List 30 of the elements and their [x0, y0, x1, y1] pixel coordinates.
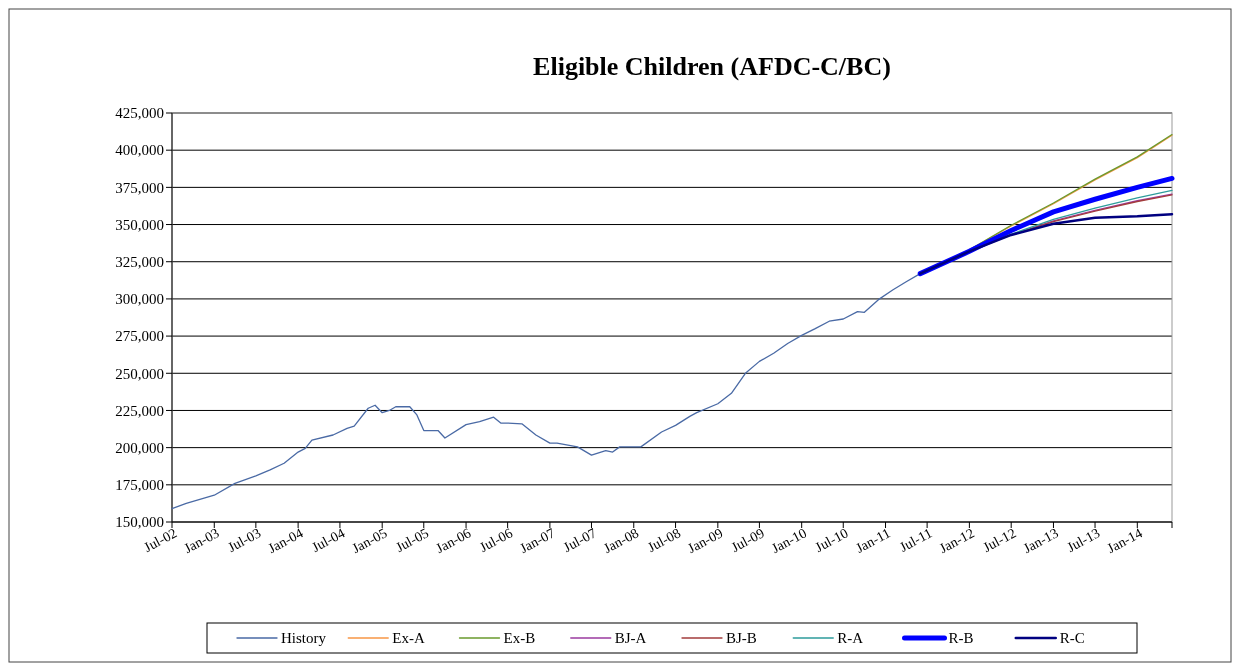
legend-label: History — [281, 630, 327, 647]
y-tick-label: 325,000 — [115, 253, 164, 270]
chart-title: Eligible Children (AFDC-C/BC) — [533, 52, 891, 81]
y-tick-label: 175,000 — [115, 477, 164, 494]
y-tick-label: 250,000 — [115, 365, 164, 382]
y-tick-label: 275,000 — [115, 328, 164, 345]
legend-label: Ex-B — [503, 630, 536, 647]
y-tick-label: 150,000 — [115, 514, 164, 531]
x-tick-label: Jul-13 — [1064, 525, 1103, 556]
x-tick-label: Jul-09 — [728, 525, 767, 556]
line-series — [918, 212, 1174, 275]
legend-label: R-A — [837, 630, 864, 647]
legend-label: Ex-A — [392, 630, 425, 647]
x-tick-label: Jul-03 — [225, 525, 264, 556]
x-tick-label: Jul-11 — [897, 525, 935, 555]
y-tick-label: 225,000 — [115, 402, 164, 419]
legend-label: BJ-A — [614, 630, 647, 647]
line-series — [171, 272, 921, 510]
legend-label: BJ-B — [726, 630, 757, 647]
legend-label: R-B — [948, 630, 974, 647]
y-tick-label: 350,000 — [115, 216, 164, 233]
legend-label: R-C — [1059, 630, 1085, 647]
y-tick-label: 425,000 — [115, 105, 164, 122]
y-tick-label: 200,000 — [115, 439, 164, 456]
y-tick-label: 300,000 — [115, 291, 164, 308]
y-tick-label: 375,000 — [115, 179, 164, 196]
x-tick-label: Jul-08 — [645, 525, 683, 556]
y-tick-label: 400,000 — [115, 142, 164, 159]
x-tick-label: Jul-10 — [812, 525, 851, 556]
x-tick-label: Jul-12 — [980, 525, 1019, 556]
